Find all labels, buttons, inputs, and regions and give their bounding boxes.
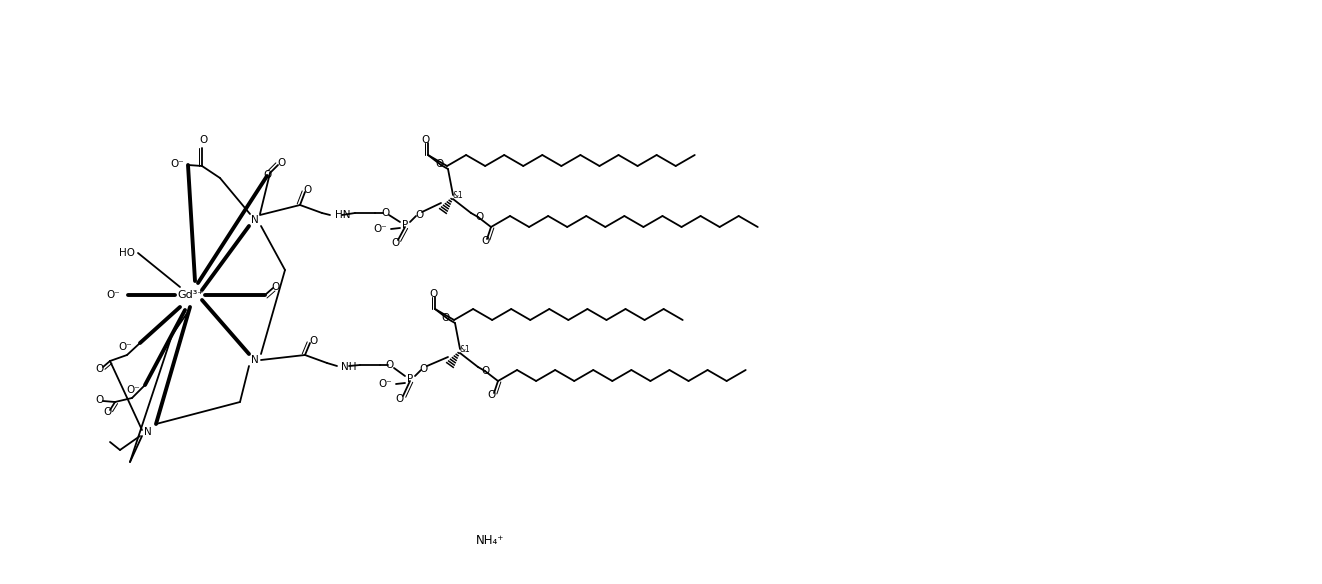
Text: O: O <box>395 394 405 404</box>
Text: O: O <box>304 185 312 195</box>
Text: N: N <box>251 215 259 225</box>
Text: &1: &1 <box>452 190 464 200</box>
Text: O: O <box>97 364 104 374</box>
Text: HO: HO <box>119 248 135 258</box>
Text: O: O <box>481 236 489 246</box>
Text: P: P <box>407 374 412 384</box>
Text: O: O <box>420 364 428 374</box>
Text: O: O <box>415 210 423 220</box>
Text: O: O <box>97 395 104 405</box>
Text: O: O <box>381 208 389 218</box>
Text: O: O <box>271 282 279 292</box>
Text: O⁻: O⁻ <box>373 224 387 234</box>
Text: O⁻: O⁻ <box>378 379 393 389</box>
Text: O: O <box>103 407 111 417</box>
Text: P: P <box>402 220 408 230</box>
Text: O: O <box>263 170 271 180</box>
Text: O: O <box>442 313 449 323</box>
Text: O: O <box>428 289 438 299</box>
Text: O: O <box>391 238 399 248</box>
Text: Gd³⁺: Gd³⁺ <box>177 290 204 300</box>
Text: O: O <box>198 135 208 145</box>
Text: O: O <box>488 390 496 400</box>
Text: N: N <box>251 355 259 365</box>
Text: &1: &1 <box>460 345 471 353</box>
Text: O⁻: O⁻ <box>126 385 140 395</box>
Text: O: O <box>309 336 317 346</box>
Text: O: O <box>422 135 430 145</box>
Text: O: O <box>435 159 443 169</box>
Text: O⁻: O⁻ <box>118 342 132 352</box>
Text: NH₄⁺: NH₄⁺ <box>476 534 504 547</box>
Text: O⁻: O⁻ <box>106 290 120 300</box>
Text: O: O <box>483 366 490 376</box>
Text: O: O <box>386 360 394 370</box>
Text: O: O <box>475 212 483 222</box>
Text: NH: NH <box>341 362 357 372</box>
Text: O⁻: O⁻ <box>171 159 184 169</box>
Text: O: O <box>278 158 286 168</box>
Text: N: N <box>144 427 152 437</box>
Text: HN: HN <box>334 210 350 220</box>
